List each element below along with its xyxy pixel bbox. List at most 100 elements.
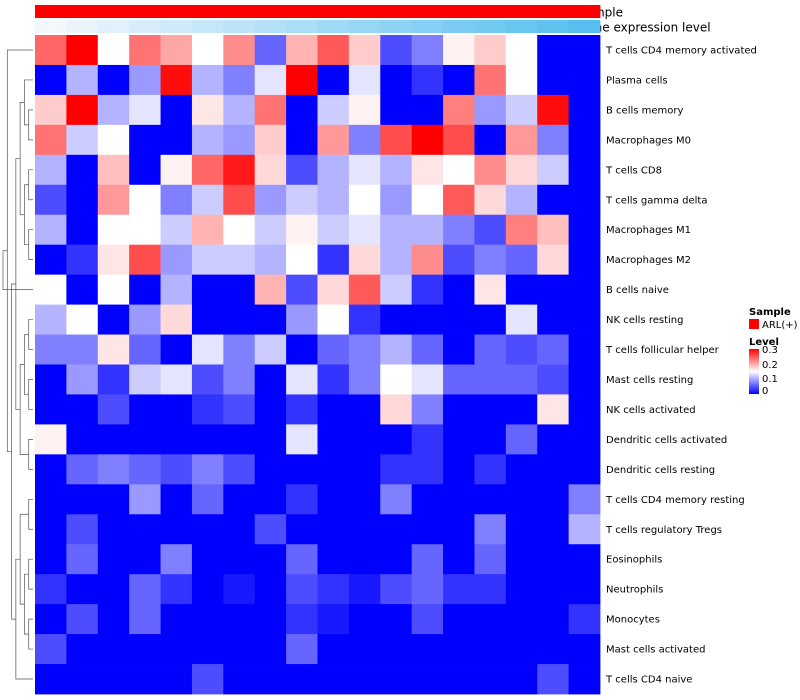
annotation-cell-sample-16 xyxy=(537,5,570,18)
heatmap-cell-r5-c10 xyxy=(348,184,381,216)
heatmap-cell-r7-c6 xyxy=(223,244,256,276)
annotation-cell-sample-4 xyxy=(160,5,193,18)
heatmap-cell-r10-c17 xyxy=(568,334,601,365)
dendrogram-branch-5 xyxy=(19,102,25,216)
annotation-cell-sample-3 xyxy=(129,5,161,18)
heatmap-cell-r18-c12 xyxy=(411,574,444,605)
row-label-5: T cells gamma delta xyxy=(605,195,707,206)
annotation-cell-sample-7 xyxy=(254,5,287,18)
heatmap-cell-r4-c5 xyxy=(191,154,224,186)
heatmap-cell-r7-c16 xyxy=(537,244,570,276)
heatmap-cell-r10-c2 xyxy=(97,334,130,365)
dendrogram-branch-6 xyxy=(28,319,33,350)
row-label-21: T cells CD4 naive xyxy=(605,675,692,686)
heatmap-cell-r7-c7 xyxy=(254,244,287,276)
heatmap-cell-r11-c0 xyxy=(35,364,67,395)
heatmap-cell-r3-c9 xyxy=(317,124,350,156)
annotation-cell-sample-9 xyxy=(317,5,350,18)
heatmap-cell-r9-c4 xyxy=(160,304,193,335)
heatmap-cell-r9-c13 xyxy=(443,304,475,335)
dendrogram-branch-11 xyxy=(15,158,21,410)
heatmap-cell-r9-c17 xyxy=(568,304,601,335)
heatmap-cell-r0-c13 xyxy=(443,35,475,66)
heatmap-cell-r11-c6 xyxy=(223,364,256,395)
heatmap-cell-r13-c6 xyxy=(223,424,256,455)
heatmap-cell-r8-c12 xyxy=(411,274,444,305)
row-label-10: T cells follicular helper xyxy=(605,345,720,356)
row-label-13: Dendritic cells activated xyxy=(606,435,727,446)
heatmap-cell-r14-c7 xyxy=(254,454,287,485)
heatmap-cell-r2-c3 xyxy=(129,94,161,126)
heatmap-cell-r17-c2 xyxy=(97,544,130,575)
heatmap-cell-r14-c8 xyxy=(286,454,318,485)
heatmap-cell-r11-c7 xyxy=(254,364,287,395)
heatmap-cell-r15-c11 xyxy=(380,484,413,515)
heatmap-cell-r0-c6 xyxy=(223,35,256,66)
heatmap-cell-r12-c15 xyxy=(505,394,538,425)
heatmap-cell-r7-c8 xyxy=(286,244,318,276)
heatmap-cell-r19-c8 xyxy=(286,604,318,635)
heatmap-cell-r21-c13 xyxy=(443,664,475,695)
heatmap-cell-r17-c1 xyxy=(66,544,99,575)
heatmap-cell-r19-c12 xyxy=(411,604,444,635)
heatmap-cell-r1-c0 xyxy=(35,64,67,96)
heatmap-cell-r20-c0 xyxy=(35,634,67,665)
heatmap-cell-r2-c6 xyxy=(223,94,256,126)
heatmap-cell-r20-c1 xyxy=(66,634,99,665)
heatmap-cell-r4-c11 xyxy=(380,154,413,186)
heatmap-cell-r3-c2 xyxy=(97,124,130,156)
heatmap-cell-r14-c17 xyxy=(568,454,601,485)
heatmap-cell-r13-c2 xyxy=(97,424,130,455)
heatmap-cell-r14-c2 xyxy=(97,454,130,485)
heatmap-cell-r8-c5 xyxy=(191,274,224,305)
heatmap-cell-r17-c13 xyxy=(443,544,475,575)
heatmap-cell-r15-c14 xyxy=(474,484,507,515)
heatmap-cell-r20-c16 xyxy=(537,634,570,665)
annotation-cell-sample-2 xyxy=(97,5,130,18)
heatmap-cell-r18-c11 xyxy=(380,574,413,605)
heatmap-cell-r4-c7 xyxy=(254,154,287,186)
heatmap-cell-r9-c14 xyxy=(474,304,507,335)
annotation-cell-sample-12 xyxy=(411,5,444,18)
heatmap-cell-r17-c10 xyxy=(348,544,381,575)
heatmap-cell-r19-c10 xyxy=(348,604,381,635)
heatmap-cell-r21-c10 xyxy=(348,664,381,695)
heatmap-cell-r18-c14 xyxy=(474,574,507,605)
heatmap-cell-r15-c6 xyxy=(223,484,256,515)
row-label-1: Plasma cells xyxy=(606,75,668,86)
heatmap-cell-r17-c5 xyxy=(191,544,224,575)
heatmap-cell-r9-c2 xyxy=(97,304,130,335)
heatmap-cell-r5-c16 xyxy=(537,184,570,216)
heatmap-cell-r3-c6 xyxy=(223,124,256,156)
heatmap-cell-r6-c2 xyxy=(97,214,130,246)
heatmap-cell-r15-c1 xyxy=(66,484,99,515)
heatmap-cell-r4-c15 xyxy=(505,154,538,186)
heatmap-cell-r6-c17 xyxy=(568,214,601,246)
heatmap-cell-r18-c5 xyxy=(191,574,224,605)
heatmap-cell-r0-c1 xyxy=(66,35,99,66)
heatmap-cell-r9-c3 xyxy=(129,304,161,335)
heatmap-cell-r7-c3 xyxy=(129,244,161,276)
heatmap-cell-r19-c0 xyxy=(35,604,67,635)
heatmap-cell-r11-c16 xyxy=(537,364,570,395)
heatmap-cell-r13-c7 xyxy=(254,424,287,455)
annotation-cell-gene-expression-7 xyxy=(254,20,287,33)
heatmap-cell-r18-c13 xyxy=(443,574,475,605)
heatmap-cell-r4-c4 xyxy=(160,154,193,186)
heatmap-cell-r11-c8 xyxy=(286,364,318,395)
heatmap-cell-r17-c8 xyxy=(286,544,318,575)
annotation-cell-sample-0 xyxy=(35,5,67,18)
column-annotations: Sample Gene expression level xyxy=(35,5,711,35)
heatmap-cell-r20-c12 xyxy=(411,634,444,665)
heatmap-cell-r15-c9 xyxy=(317,484,350,515)
dendrogram-branch-3 xyxy=(28,109,33,141)
heatmap-cell-r2-c5 xyxy=(191,94,224,126)
heatmap-cell-r15-c2 xyxy=(97,484,130,515)
heatmap-cell-r13-c15 xyxy=(505,424,538,455)
heatmap-cell-r4-c0 xyxy=(35,154,67,186)
heatmap-cell-r19-c2 xyxy=(97,604,130,635)
heatmap-cell-r0-c0 xyxy=(35,35,67,66)
heatmap-cell-r6-c3 xyxy=(129,214,161,246)
heatmap-cell-r5-c12 xyxy=(411,184,444,216)
heatmap-cell-r0-c3 xyxy=(129,35,161,66)
